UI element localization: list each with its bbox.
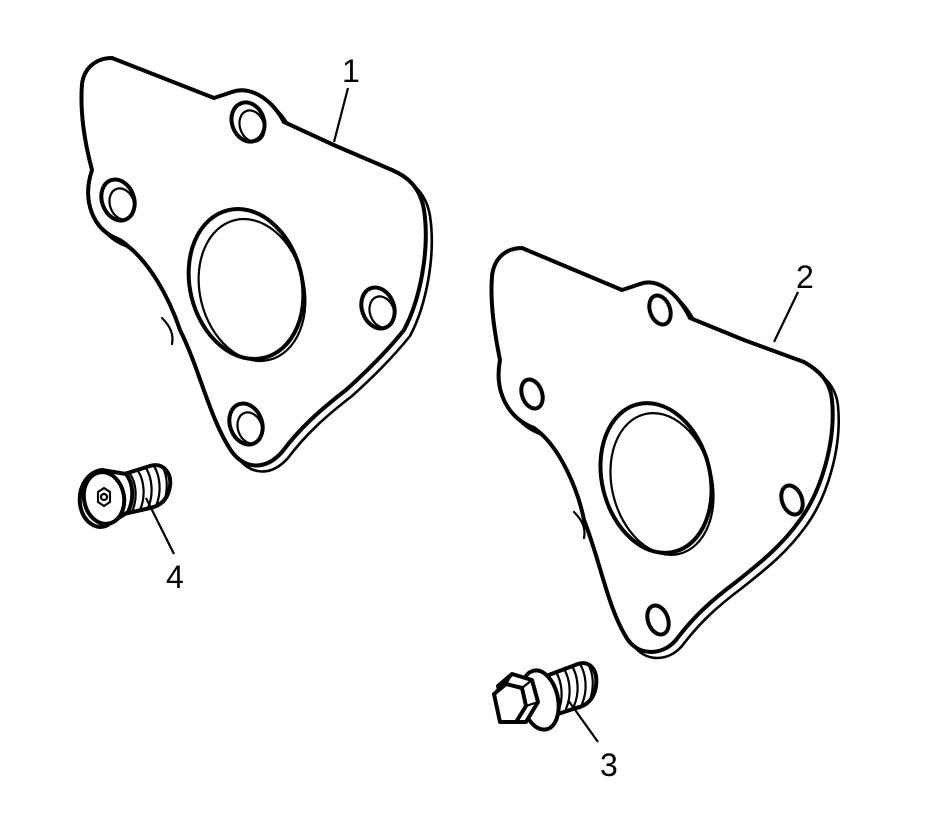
callout-1: 1	[342, 53, 360, 89]
callout-3: 3	[600, 747, 618, 783]
callout-2: 2	[796, 259, 814, 295]
cover-plate-part-1	[79, 56, 434, 473]
leader-line-3	[567, 699, 599, 743]
leader-line-2	[773, 291, 799, 343]
flat-head-screw-part-4	[77, 463, 173, 529]
gasket-part-2	[489, 246, 840, 660]
hex-flange-bolt-part-3	[492, 661, 599, 732]
callout-4: 4	[166, 559, 184, 595]
leader-line-4	[145, 497, 175, 555]
leader-line-1	[332, 87, 350, 143]
leader-lines	[145, 87, 799, 743]
